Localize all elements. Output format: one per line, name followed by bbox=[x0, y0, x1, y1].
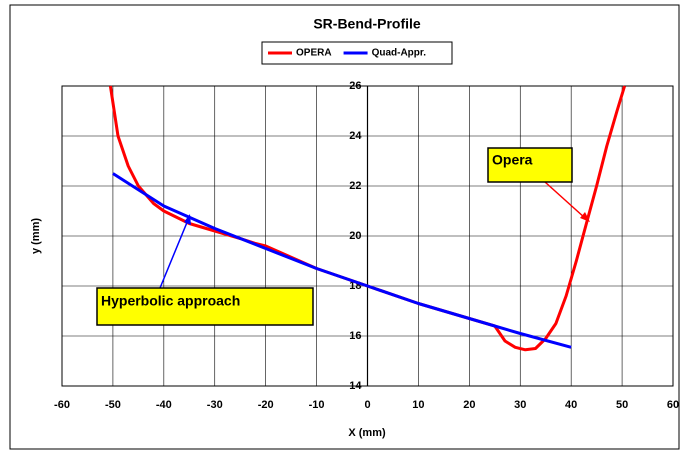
y-tick-label: 20 bbox=[349, 230, 361, 242]
annotations: Opera Hyperbolic approach bbox=[96, 147, 590, 326]
x-tick-label: -30 bbox=[207, 399, 223, 411]
chart-title: SR-Bend-Profile bbox=[313, 16, 421, 32]
x-tick-label: -50 bbox=[105, 399, 121, 411]
y-tick-label: 22 bbox=[349, 180, 361, 192]
y-tick-label: 16 bbox=[349, 330, 361, 342]
legend-label: OPERA bbox=[296, 48, 332, 59]
annotation-text: Hyperbolic approach bbox=[101, 293, 240, 309]
x-tick-label: -10 bbox=[309, 399, 325, 411]
y-tick-label: 24 bbox=[349, 130, 362, 142]
arrow-head bbox=[580, 212, 590, 222]
plot-area: -60 -50 -40 -30 -20 -10 0 10 20 30 40 50 60141618202… bbox=[54, 80, 679, 411]
x-tick-label: -20 bbox=[258, 399, 274, 411]
x-tick-label: -40 bbox=[156, 399, 172, 411]
y-tick-label: 14 bbox=[349, 380, 362, 392]
x-tick-label: 50 bbox=[616, 399, 628, 411]
annotation-arrow bbox=[159, 219, 189, 289]
annotation-box bbox=[96, 287, 314, 326]
y-axis-label: y (mm) bbox=[30, 218, 42, 254]
legend-label: Quad-Appr. bbox=[372, 48, 427, 59]
arrow-head bbox=[184, 214, 191, 225]
x-tick-label: 40 bbox=[565, 399, 577, 411]
x-tick-label: -60 bbox=[54, 399, 70, 411]
x-tick-label: 30 bbox=[514, 399, 526, 411]
annotation-arrow bbox=[544, 181, 586, 219]
y-tick-label: 26 bbox=[349, 80, 361, 92]
x-tick-label: 10 bbox=[412, 399, 424, 411]
legend: OPERA Quad-Appr. bbox=[261, 41, 453, 65]
annotation-text: Opera bbox=[492, 152, 533, 168]
x-tick-label: 0 bbox=[364, 399, 370, 411]
x-tick-label: 20 bbox=[463, 399, 475, 411]
x-axis-label: X (mm) bbox=[348, 427, 386, 439]
x-tick-label: 60 bbox=[667, 399, 679, 411]
annotation-box bbox=[487, 147, 573, 183]
